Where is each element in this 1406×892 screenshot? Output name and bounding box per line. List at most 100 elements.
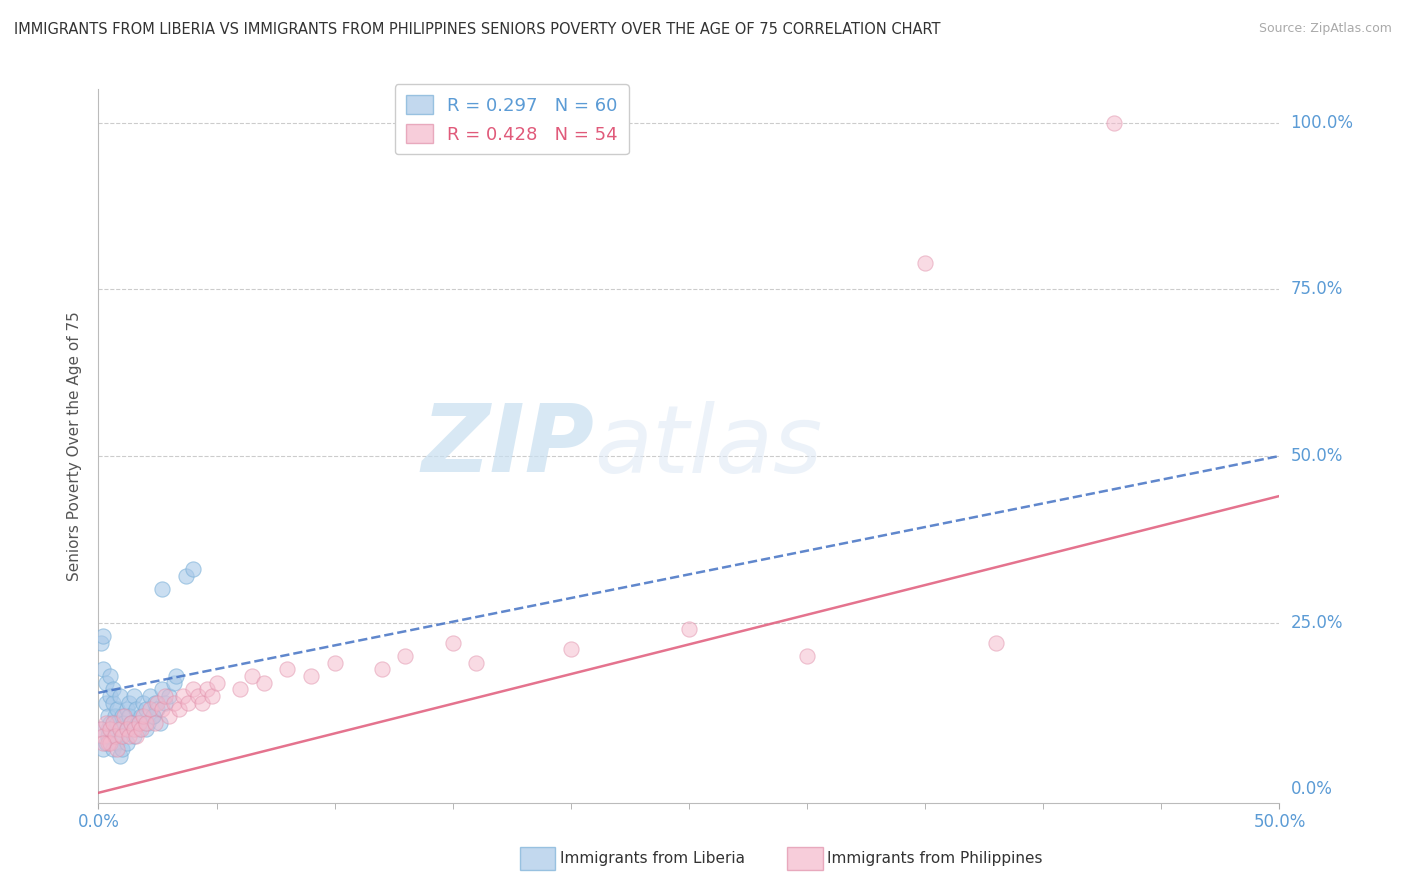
Point <box>165 669 187 683</box>
Text: IMMIGRANTS FROM LIBERIA VS IMMIGRANTS FROM PHILIPPINES SENIORS POVERTY OVER THE : IMMIGRANTS FROM LIBERIA VS IMMIGRANTS FR… <box>14 22 941 37</box>
Point <box>105 702 128 716</box>
Point <box>104 729 127 743</box>
Point <box>104 709 127 723</box>
Point <box>984 636 1007 650</box>
Text: 0.0%: 0.0% <box>1291 780 1333 798</box>
Point <box>299 669 322 683</box>
Point <box>394 649 416 664</box>
Point <box>172 689 194 703</box>
Point <box>112 715 135 730</box>
Point <box>157 689 180 703</box>
Point <box>94 715 117 730</box>
Point <box>111 709 134 723</box>
Point <box>371 662 394 676</box>
Point <box>229 682 252 697</box>
Point <box>121 715 143 730</box>
Point <box>108 689 131 703</box>
Point <box>118 709 141 723</box>
Text: Source: ZipAtlas.com: Source: ZipAtlas.com <box>1258 22 1392 36</box>
Text: 100.0%: 100.0% <box>1291 113 1354 131</box>
Point <box>115 723 138 737</box>
Point <box>118 729 141 743</box>
Point <box>128 715 150 730</box>
Point <box>153 689 176 703</box>
Text: Immigrants from Philippines: Immigrants from Philippines <box>827 852 1042 866</box>
Text: atlas: atlas <box>595 401 823 491</box>
Point <box>111 729 134 743</box>
Y-axis label: Seniors Poverty Over the Age of 75: Seniors Poverty Over the Age of 75 <box>67 311 83 581</box>
Point <box>108 723 131 737</box>
Point <box>104 723 127 737</box>
Point <box>132 696 155 710</box>
Point <box>153 696 176 710</box>
Point <box>94 675 117 690</box>
Point <box>150 702 173 716</box>
Point <box>150 682 173 697</box>
Text: ZIP: ZIP <box>422 400 595 492</box>
Point <box>128 715 150 730</box>
Point <box>201 689 224 703</box>
Point <box>129 723 152 737</box>
Point <box>101 696 124 710</box>
Point <box>163 675 186 690</box>
Point <box>91 662 114 676</box>
Point <box>91 742 114 756</box>
Point <box>139 702 162 716</box>
Point <box>108 729 131 743</box>
Point <box>129 709 152 723</box>
Point <box>796 649 818 664</box>
Point <box>111 742 134 756</box>
Point <box>101 715 124 730</box>
Point <box>167 702 190 716</box>
Point <box>112 709 135 723</box>
Point <box>136 715 159 730</box>
Point <box>118 696 141 710</box>
Point <box>205 675 228 690</box>
Point <box>135 715 157 730</box>
Point <box>91 729 114 743</box>
Point <box>97 709 120 723</box>
Point <box>108 749 131 764</box>
Point <box>142 709 165 723</box>
Point <box>122 723 145 737</box>
Point <box>174 569 197 583</box>
Point <box>276 662 298 676</box>
Point <box>125 729 148 743</box>
Point <box>135 702 157 716</box>
Point <box>191 696 214 710</box>
Point <box>98 689 121 703</box>
Point <box>91 629 114 643</box>
Point <box>122 715 145 730</box>
Point <box>146 702 169 716</box>
Point <box>143 715 166 730</box>
Text: 75.0%: 75.0% <box>1291 280 1343 298</box>
Point <box>91 736 114 750</box>
Point <box>97 723 120 737</box>
Point <box>90 723 112 737</box>
Point <box>146 696 169 710</box>
Point <box>195 682 218 697</box>
Point <box>1102 115 1125 129</box>
Text: 25.0%: 25.0% <box>1291 614 1343 632</box>
Point <box>914 255 936 269</box>
Point <box>97 729 120 743</box>
Point <box>105 736 128 750</box>
Text: 50.0%: 50.0% <box>1291 447 1343 465</box>
Point <box>105 742 128 756</box>
Point <box>98 715 121 730</box>
Point <box>98 723 121 737</box>
Point <box>560 642 582 657</box>
Point <box>240 669 263 683</box>
Point <box>115 702 138 716</box>
Point <box>90 636 112 650</box>
Point <box>97 736 120 750</box>
Point <box>323 656 346 670</box>
Point <box>132 709 155 723</box>
Point <box>105 715 128 730</box>
Point <box>111 723 134 737</box>
Point <box>143 696 166 710</box>
Point <box>98 669 121 683</box>
Point <box>465 656 488 670</box>
Point <box>163 696 186 710</box>
Point <box>122 689 145 703</box>
